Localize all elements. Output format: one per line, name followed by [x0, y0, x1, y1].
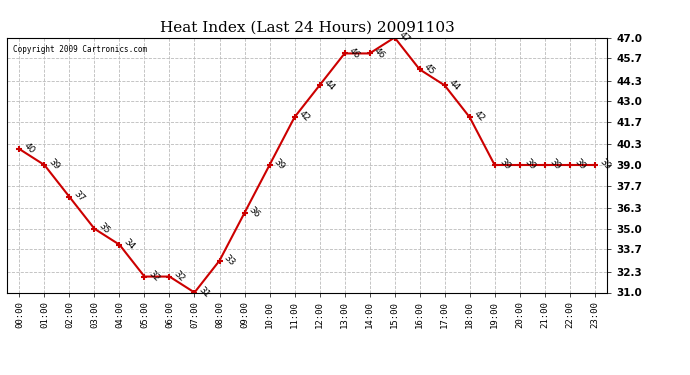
Text: 44: 44 [322, 78, 337, 92]
Title: Heat Index (Last 24 Hours) 20091103: Heat Index (Last 24 Hours) 20091103 [159, 21, 455, 35]
Text: 32: 32 [147, 269, 161, 283]
Text: 39: 39 [598, 157, 612, 172]
Text: 39: 39 [547, 157, 562, 172]
Text: 39: 39 [522, 157, 537, 172]
Text: 46: 46 [347, 46, 362, 60]
Text: 39: 39 [273, 157, 287, 172]
Text: 39: 39 [497, 157, 512, 172]
Text: 34: 34 [122, 237, 137, 251]
Text: 32: 32 [172, 269, 187, 283]
Text: 31: 31 [197, 285, 212, 299]
Text: 37: 37 [72, 189, 87, 204]
Text: 44: 44 [447, 78, 462, 92]
Text: 47: 47 [397, 30, 412, 44]
Text: 42: 42 [473, 110, 486, 124]
Text: 39: 39 [47, 157, 61, 172]
Text: 42: 42 [297, 110, 312, 124]
Text: 33: 33 [222, 253, 237, 267]
Text: 40: 40 [22, 141, 37, 156]
Text: 39: 39 [573, 157, 587, 172]
Text: 45: 45 [422, 62, 437, 76]
Text: 46: 46 [373, 46, 387, 60]
Text: Copyright 2009 Cartronics.com: Copyright 2009 Cartronics.com [13, 45, 147, 54]
Text: 35: 35 [97, 221, 112, 236]
Text: 36: 36 [247, 205, 262, 219]
